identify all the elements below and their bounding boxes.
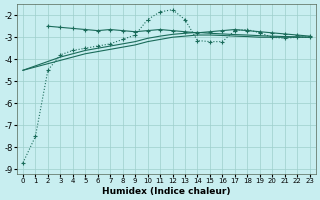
- X-axis label: Humidex (Indice chaleur): Humidex (Indice chaleur): [102, 187, 230, 196]
